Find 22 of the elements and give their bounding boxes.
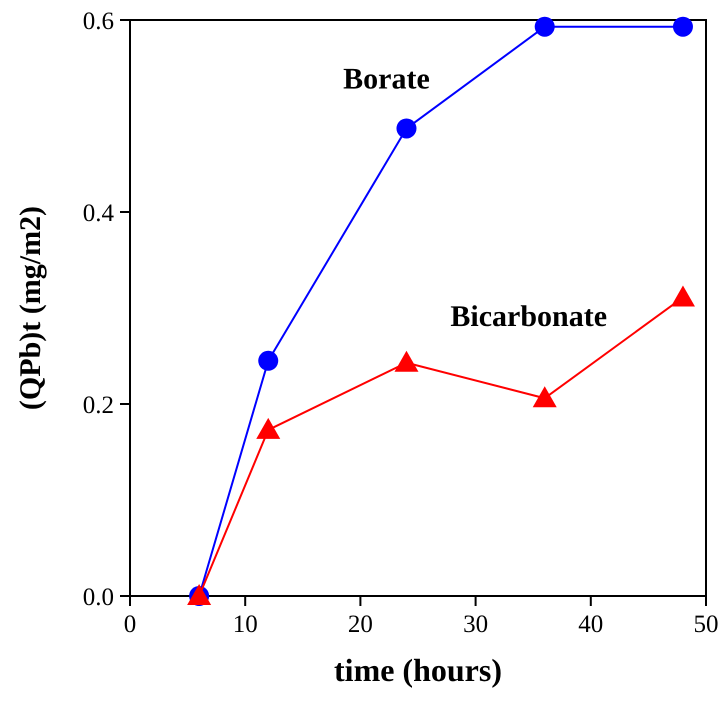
y-tick-label: 0.4	[82, 200, 114, 227]
point	[672, 16, 693, 37]
x-tick-label: 30	[463, 611, 488, 638]
y-tick-label: 0.6	[82, 8, 114, 35]
point	[534, 16, 555, 37]
point	[258, 350, 278, 371]
x-tick-label: 20	[348, 611, 373, 638]
point	[532, 386, 557, 408]
series-label: Bicarbonate	[450, 300, 608, 334]
y-tick-label: 0.0	[82, 584, 114, 611]
y-axis-title: (QPb)t (mg/m2)	[14, 206, 47, 410]
point	[396, 118, 416, 138]
x-tick-label: 0	[124, 611, 136, 638]
y-tick-label: 0.2	[82, 392, 114, 419]
series-label: Borate	[343, 62, 430, 96]
point	[670, 285, 695, 306]
point	[394, 350, 418, 372]
x-tick-label: 50	[694, 611, 718, 638]
x-axis-title: time (hours)	[334, 652, 502, 688]
x-tick-label: 10	[232, 611, 258, 638]
point	[256, 418, 280, 439]
x-tick-label: 40	[578, 611, 604, 638]
